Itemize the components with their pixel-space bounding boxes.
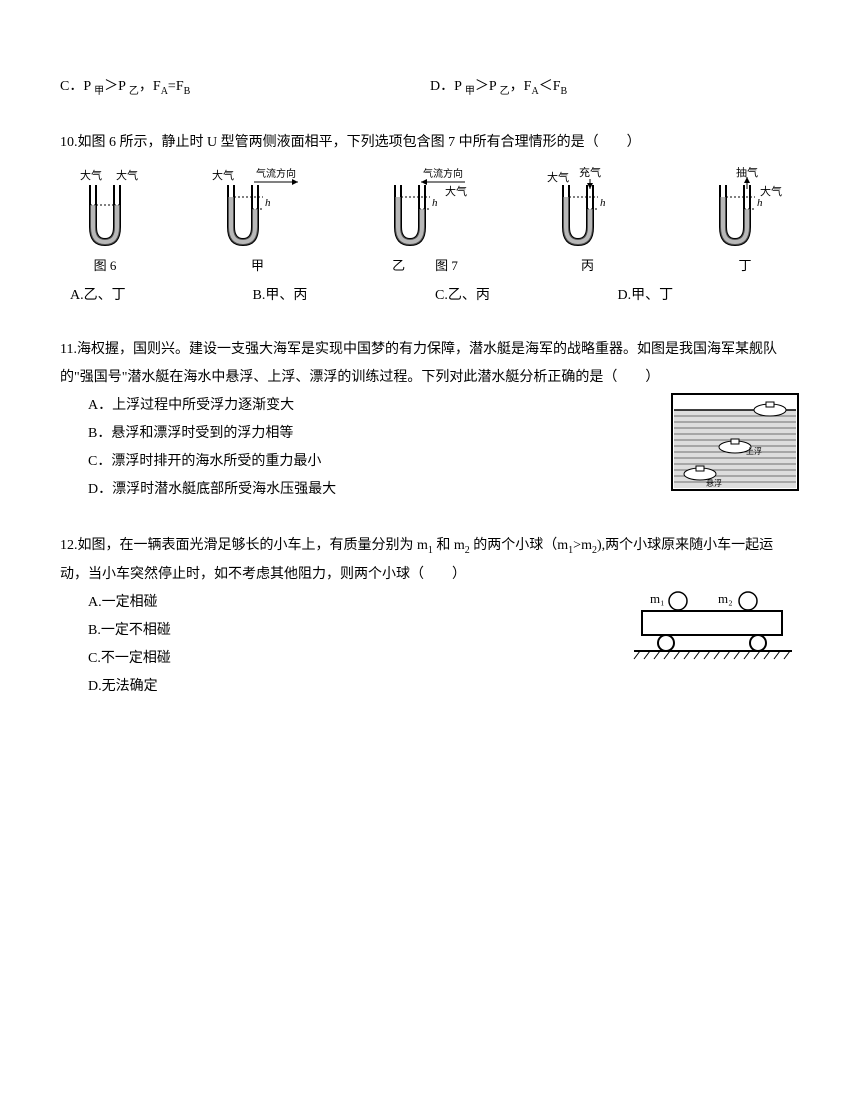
submarine-svg: 上浮 悬浮: [670, 392, 800, 492]
q11-opt-b: B．悬浮和漂浮时受到的浮力相等: [88, 420, 650, 448]
inflate-bing: 充气: [579, 167, 601, 179]
question-9-options: C．P 甲＞P 乙，FA=FB D．P 甲＞P 乙，FA＜FB: [60, 74, 800, 101]
q10-opt-b: B.甲、丙: [253, 283, 436, 308]
q10-opt-a: A.乙、丁: [70, 283, 253, 308]
option-d-text: D．P 甲＞P 乙，FA＜FB: [430, 79, 567, 94]
utube-ding: 抽气 大气 h 丁: [700, 167, 790, 277]
utube-svg-fig6: 大气 大气: [70, 167, 140, 252]
cart-svg: m₁ m₂: [630, 589, 800, 669]
utube-svg-bing: 充气 大气 h: [543, 167, 633, 252]
utube-fig6: 大气 大气 图 6: [70, 167, 140, 277]
daqi-bing: 大气: [547, 170, 569, 184]
m1-label: m₁: [650, 591, 665, 606]
daqi-ding: 大气: [760, 184, 782, 198]
q11-opt-c: C．漂浮时排开的海水所受的重力最小: [88, 448, 650, 476]
q11-opt-a: A．上浮过程中所受浮力逐渐变大: [88, 392, 650, 420]
bing-label: 丙: [581, 254, 594, 277]
fig7-label: 图 7: [435, 254, 458, 277]
sub-label-rise: 上浮: [746, 446, 762, 456]
airflow-yi: 气流方向: [423, 167, 463, 180]
h-yi: h: [432, 197, 438, 209]
submarine-figure: 上浮 悬浮: [670, 392, 800, 501]
q12-opt-c: C.不一定相碰: [88, 645, 610, 673]
h-jia: h: [265, 197, 271, 209]
utube-svg-jia: 大气 气流方向 h: [208, 167, 308, 252]
m2-label: m₂: [718, 591, 733, 606]
daqi-left: 大气: [80, 168, 102, 182]
question-12-text: 12.如图，在一辆表面光滑足够长的小车上，有质量分别为 m1 和 m2 的两个小…: [60, 532, 800, 589]
q11-opt-d: D．漂浮时潜水艇底部所受海水压强最大: [88, 476, 650, 504]
daqi-right: 大气: [116, 168, 138, 182]
utube-diagram-row: 大气 大气 图 6 大气 气流方向 h: [60, 167, 800, 277]
cart-figure: m₁ m₂: [630, 589, 800, 678]
utube-yi: 气流方向 大气 h 乙 图 7: [375, 167, 475, 277]
question-12: 12.如图，在一辆表面光滑足够长的小车上，有质量分别为 m1 和 m2 的两个小…: [60, 532, 800, 701]
airflow-jia: 气流方向: [256, 167, 296, 180]
option-d: D．P 甲＞P 乙，FA＜FB: [430, 74, 800, 101]
fig6-label: 图 6: [94, 254, 117, 277]
question-11-text: 11.海权握，国则兴。建设一支强大海军是实现中国梦的有力保障，潜水艇是海军的战略…: [60, 336, 800, 392]
utube-jia: 大气 气流方向 h 甲: [208, 167, 308, 277]
q12-opt-a: A.一定相碰: [88, 589, 610, 617]
q10-options: A.乙、丁 B.甲、丙 C.乙、丙 D.甲、丁: [70, 283, 800, 308]
option-c-text: C．P 甲＞P 乙，FA=FB: [60, 79, 190, 94]
option-c: C．P 甲＞P 乙，FA=FB: [60, 74, 430, 101]
utube-bing: 充气 大气 h 丙: [543, 167, 633, 277]
q10-opt-c: C.乙、丙: [435, 283, 618, 308]
yi-label: 乙: [392, 254, 405, 277]
h-ding: h: [757, 197, 763, 209]
h-bing: h: [600, 197, 606, 209]
question-10-text: 10.如图 6 所示，静止时 U 型管两侧液面相平，下列选项包含图 7 中所有合…: [60, 129, 800, 157]
q12-opt-d: D.无法确定: [88, 673, 610, 701]
q10-opt-d: D.甲、丁: [618, 283, 801, 308]
q12-opt-b: B.一定不相碰: [88, 617, 610, 645]
daqi-yi: 大气: [445, 184, 467, 198]
question-10: 10.如图 6 所示，静止时 U 型管两侧液面相平，下列选项包含图 7 中所有合…: [60, 129, 800, 309]
question-11: 11.海权握，国则兴。建设一支强大海军是实现中国梦的有力保障，潜水艇是海军的战略…: [60, 336, 800, 504]
sub-label-susp: 悬浮: [706, 478, 722, 488]
daqi-jia: 大气: [212, 168, 234, 182]
utube-svg-yi: 气流方向 大气 h: [375, 167, 475, 252]
jia-label: 甲: [251, 254, 264, 277]
ding-label: 丁: [738, 254, 751, 277]
utube-svg-ding: 抽气 大气 h: [700, 167, 790, 252]
